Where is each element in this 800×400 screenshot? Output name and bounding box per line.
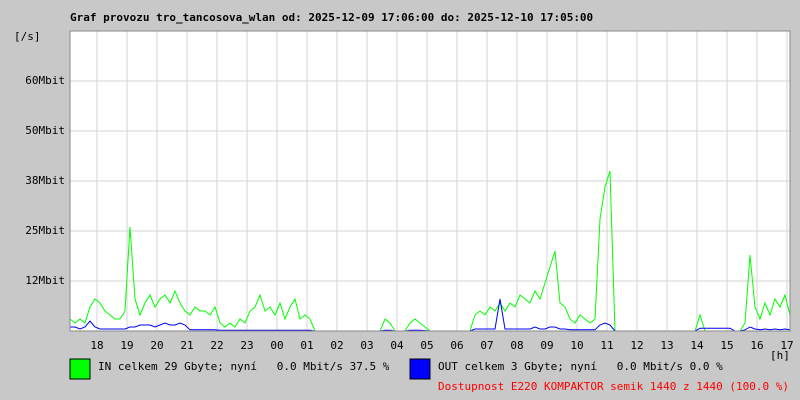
legend-label: IN celkem 29 Gbyte; nyní 0.0 Mbit/s 37.5… (98, 360, 390, 373)
x-tick-label: 19 (120, 339, 133, 352)
y-axis-label: [/s] (14, 30, 41, 43)
x-tick-label: 22 (210, 339, 223, 352)
x-tick-label: 21 (180, 339, 193, 352)
y-tick-label: 38Mbit (25, 174, 65, 187)
x-tick-label: 00 (270, 339, 283, 352)
x-tick-label: 01 (300, 339, 313, 352)
legend-swatch (409, 358, 431, 380)
x-tick-label: 03 (360, 339, 373, 352)
x-axis-label: [h] (770, 349, 790, 362)
y-tick-label: 60Mbit (25, 74, 65, 87)
x-tick-label: 04 (390, 339, 404, 352)
x-tick-label: 02 (330, 339, 343, 352)
x-tick-label: 23 (240, 339, 253, 352)
x-tick-label: 12 (630, 339, 643, 352)
x-tick-label: 09 (540, 339, 553, 352)
x-tick-label: 16 (750, 339, 763, 352)
y-tick-label: 25Mbit (25, 224, 65, 237)
x-tick-label: 15 (720, 339, 733, 352)
x-tick-label: 13 (660, 339, 673, 352)
x-tick-label: 06 (450, 339, 463, 352)
x-tick-label: 20 (150, 339, 163, 352)
y-tick-label: 50Mbit (25, 124, 65, 137)
chart-title: Graf provozu tro_tancosova_wlan od: 2025… (70, 11, 593, 24)
x-tick-label: 05 (420, 339, 433, 352)
x-tick-label: 14 (690, 339, 704, 352)
plot-border (69, 30, 791, 332)
availability-note: Dostupnost E220 KOMPAKTOR semik 1440 z 1… (438, 380, 789, 393)
legend-swatch (69, 358, 91, 380)
x-tick-label: 08 (510, 339, 523, 352)
x-tick-label: 18 (90, 339, 103, 352)
y-tick-label: 12Mbit (25, 274, 65, 287)
x-tick-label: 17 (780, 339, 793, 352)
legend-label: OUT celkem 3 Gbyte; nyní 0.0 Mbit/s 0.0 … (438, 360, 723, 373)
x-tick-label: 11 (600, 339, 613, 352)
x-tick-label: 07 (480, 339, 493, 352)
x-tick-label: 10 (570, 339, 583, 352)
